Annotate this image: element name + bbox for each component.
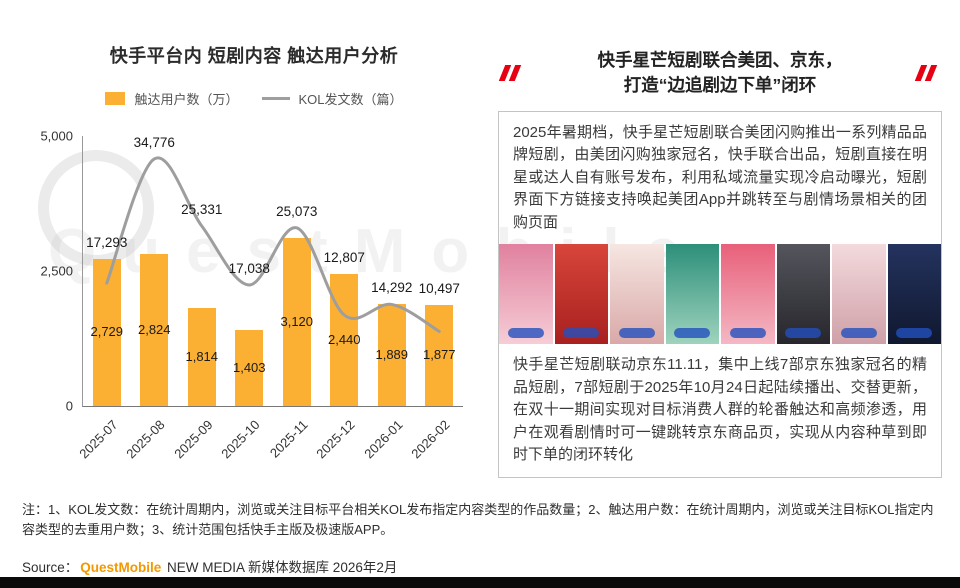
source-line: Source： QuestMobile NEW MEDIA 新媒体数据库 2026… xyxy=(22,556,397,576)
x-tick-label: 2025-10 xyxy=(218,417,263,462)
bar-value-label: 3,120 xyxy=(280,313,314,329)
drama-poster-3 xyxy=(610,244,664,345)
line-value-label: 25,073 xyxy=(276,203,318,219)
drama-poster-2 xyxy=(554,244,608,345)
line-value-label: 17,293 xyxy=(86,234,128,250)
panel-title: 快手星芒短剧联合美团、京东， 打造“边追剧边下单”闭环 xyxy=(498,48,942,99)
footnotes: 注：1、KOL发文数：在统计周期内，浏览或关注目标平台相关KOL发布指定内容类型… xyxy=(22,502,934,538)
line-value-label: 14,292 xyxy=(371,279,413,295)
bar-2025-12 xyxy=(330,274,359,406)
drama-poster-6 xyxy=(776,244,830,345)
bar-2026-02 xyxy=(425,304,454,406)
footer-black-bar xyxy=(0,577,960,588)
line-value-label: 25,331 xyxy=(181,202,223,218)
bar-value-label: 2,824 xyxy=(137,321,171,337)
y-tick-label: 5,000 xyxy=(40,128,73,144)
y-tick-label: 2,500 xyxy=(40,263,73,279)
drama-poster-1 xyxy=(499,244,553,345)
drama-poster-8 xyxy=(887,244,941,345)
line-value-label: 34,776 xyxy=(133,134,175,150)
source-suffix: NEW MEDIA 新媒体数据库 2026年2月 xyxy=(163,560,398,575)
y-tick-label: 0 xyxy=(65,398,73,414)
x-tick-label: 2026-01 xyxy=(361,417,406,462)
drama-poster-strip xyxy=(499,244,941,345)
x-axis: 2025-07 2025-08 2025-09 2025-10 2025-11 2025-… xyxy=(76,407,462,465)
drama-poster-7 xyxy=(832,244,886,345)
panel-paragraph-jd: 快手星芒短剧联动京东11.11，集中上线7部京东独家冠名的精品短剧，7部短剧于2… xyxy=(513,356,927,464)
bar-2026-01 xyxy=(377,304,406,406)
source-brand: QuestMobile xyxy=(80,560,162,575)
combo-chart: 2,729 2,824 1,814 1,403 3,120 2,440 1,889 1,877… xyxy=(82,134,463,407)
bar-value-label: 2,440 xyxy=(327,332,361,348)
line-value-label: 12,807 xyxy=(323,250,365,266)
y-axis: 5,000 2,500 0 xyxy=(34,129,82,414)
legend-line-swatch xyxy=(261,96,290,100)
x-tick-label: 2025-12 xyxy=(313,417,358,462)
bar-value-label: 1,889 xyxy=(375,346,409,362)
panel-paragraph-meituan: 2025年暑期档，快手星芒短剧联合美团闪购推出一系列精品品牌短剧，由美团闪购独家… xyxy=(513,123,927,231)
bar-2025-11 xyxy=(282,237,311,406)
x-tick-label: 2026-02 xyxy=(408,417,453,462)
x-tick-label: 2025-08 xyxy=(123,417,168,462)
bar-value-label: 1,814 xyxy=(185,349,219,365)
bar-2025-08 xyxy=(140,253,169,406)
chart-plot-area: 5,000 2,500 0 2,729 2,824 1,814 1,403 3,120 2,4… xyxy=(34,129,474,414)
line-value-label: 10,497 xyxy=(418,280,460,296)
drama-poster-5 xyxy=(721,244,775,345)
red-quote-mark-right xyxy=(914,65,940,82)
panel-title-line1: 快手星芒短剧联合美团、京东， xyxy=(597,50,843,70)
drama-poster-4 xyxy=(665,244,719,345)
line-value-label: 17,038 xyxy=(228,260,270,276)
bar-value-label: 1,877 xyxy=(422,347,456,363)
chart-legend: 触达用户数（万） KOL发文数（篇） xyxy=(34,90,474,107)
chart-title: 快手平台内 短剧内容 触达用户分析 xyxy=(109,46,399,66)
case-study-panel: 快手星芒短剧联合美团、京东， 打造“边追剧边下单”闭环 2025年暑期档，快手星… xyxy=(498,48,942,478)
kol-posts-line xyxy=(105,156,441,333)
chart-section: 快手平台内 短剧内容 触达用户分析 触达用户数（万） KOL发文数（篇） 5,0… xyxy=(34,42,474,465)
bar-value-label: 1,403 xyxy=(232,360,266,376)
panel-title-line2: 打造“边追剧边下单”闭环 xyxy=(623,75,817,96)
panel-box: 2025年暑期档，快手星芒短剧联合美团闪购推出一系列精品品牌短剧，由美团闪购独家… xyxy=(498,110,942,478)
legend-bar-label: 触达用户数（万） xyxy=(134,91,239,107)
x-tick-label: 2025-11 xyxy=(266,417,311,461)
red-quote-mark-left xyxy=(498,65,524,82)
bar-value-label: 2,729 xyxy=(90,324,124,340)
x-tick-label: 2025-07 xyxy=(76,417,121,462)
source-prefix: Source： xyxy=(22,560,79,575)
x-tick-label: 2025-09 xyxy=(171,417,216,462)
legend-bar-swatch xyxy=(105,91,126,105)
legend-line-label: KOL发文数（篇） xyxy=(298,91,403,107)
bar-2025-10 xyxy=(235,330,264,406)
bar-2025-09 xyxy=(187,308,216,406)
